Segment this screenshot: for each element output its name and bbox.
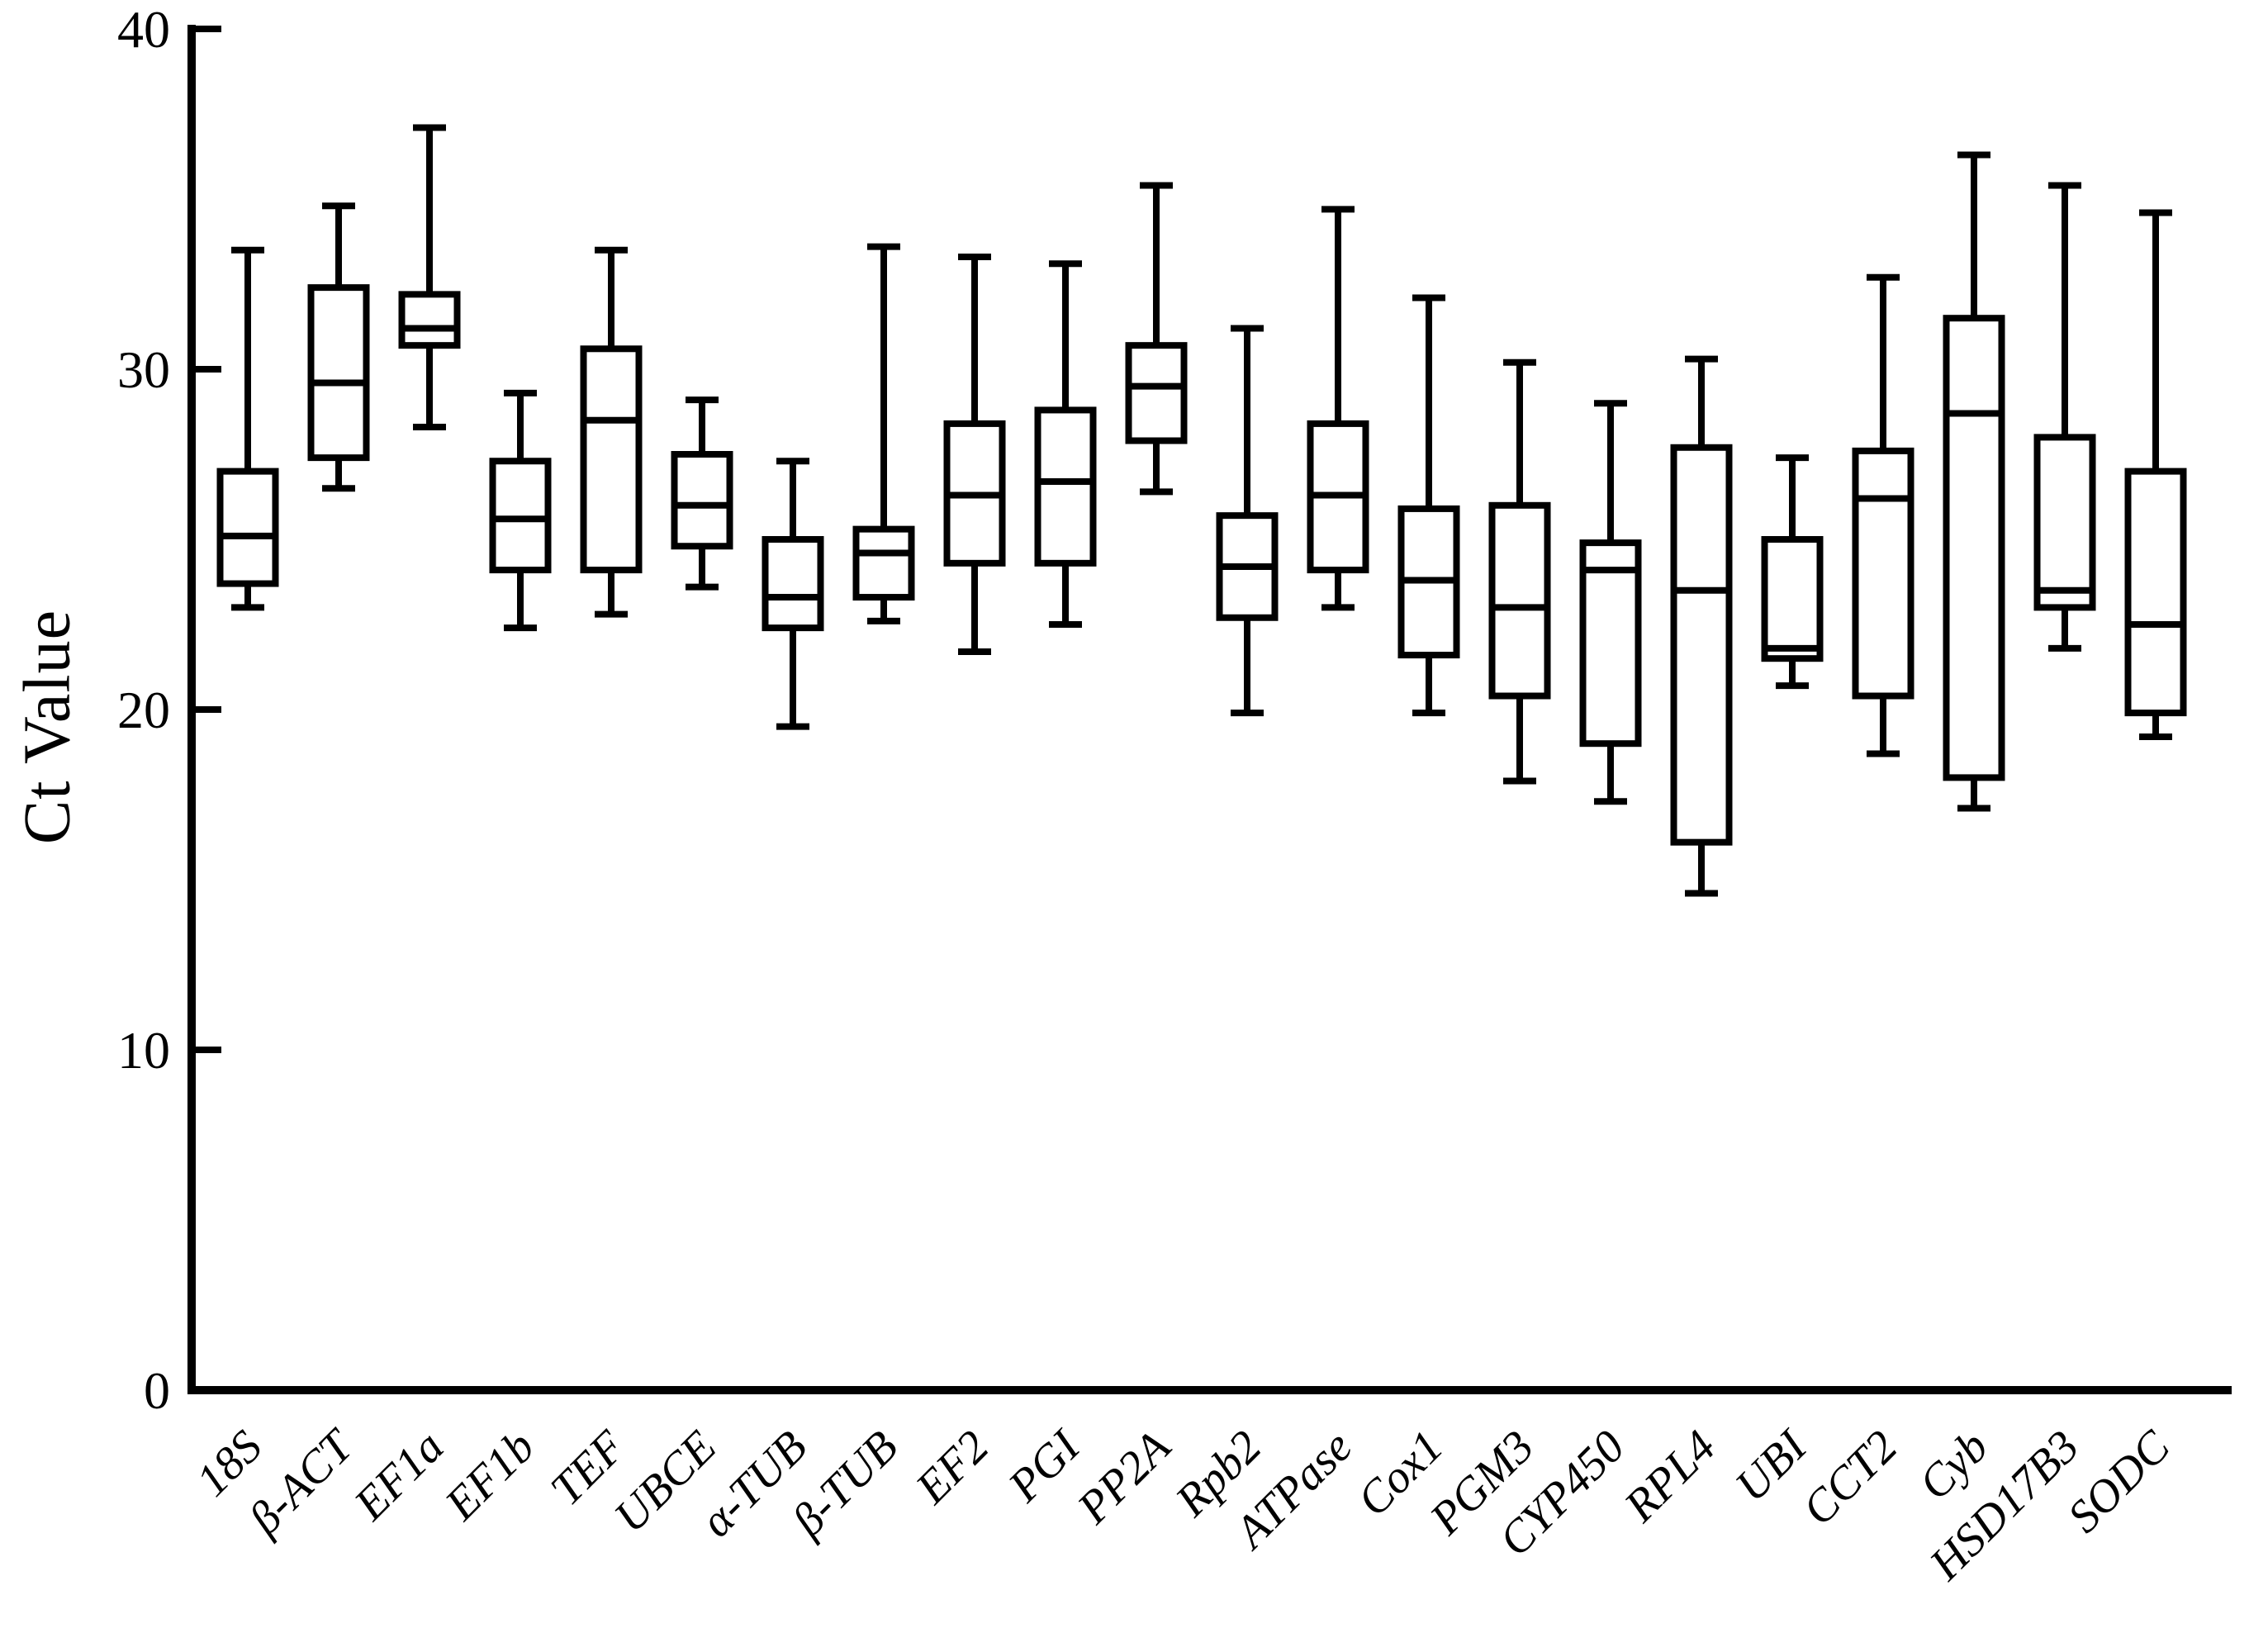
box-Cox1 [1397,294,1460,717]
iqr-box [1488,501,1551,700]
iqr-box [2033,434,2096,611]
category-label-EF1a: EF1a [344,1421,454,1531]
iqr-box [1852,447,1914,700]
box-SODC [2124,209,2187,740]
y-tick-label-40: 40 [117,0,170,59]
iqr-box [671,451,733,550]
iqr-box [2124,468,2187,717]
category-label-CCT2: CCT2 [1793,1421,1907,1535]
category-label-α-TUB: α-TUB [691,1421,818,1547]
box-PGI [1034,260,1097,628]
iqr-box [1670,444,1733,846]
iqr-box [489,458,552,574]
box-PP2A [1125,182,1188,496]
box-PGM3 [1488,358,1551,785]
box-EF1a [398,124,461,431]
iqr-box [307,284,370,462]
box-CCT2 [1852,273,1914,757]
box-α-TUB [762,458,824,730]
box-UBI [1761,454,1824,690]
iqr-box [762,536,824,632]
iqr-box [1034,406,1097,567]
box-HSD17B3 [2033,182,2096,652]
category-label-EF2: EF2 [905,1421,999,1514]
y-tick-label-0: 0 [144,1361,170,1420]
category-label-β-ACT: β-ACT [239,1419,365,1545]
box-ATPase [1307,206,1369,611]
box-β-TUB [852,243,915,624]
box-RPL4 [1670,355,1733,897]
category-label-β-TUB: β-TUB [782,1421,908,1546]
iqr-box [580,345,643,574]
box-UBCE [671,396,733,591]
iqr-box [216,468,279,587]
category-label-PP2A: PP2A [1067,1421,1180,1534]
y-tick-label-20: 20 [117,681,170,739]
box-18S [216,246,279,611]
box-Cyb [1943,151,2005,812]
box-Rpb2 [1216,325,1279,717]
iqr-box [1125,342,1188,444]
category-label-EF1b: EF1b [435,1421,545,1531]
y-tick-label-10: 10 [117,1021,170,1080]
box-TEF [580,246,643,618]
box-CYP450 [1579,400,1642,805]
box-β-ACT [307,202,370,492]
iqr-box [1761,536,1824,662]
iqr-box [1579,539,1642,748]
category-label-SODC: SODC [2058,1421,2180,1543]
box-EF1b [489,389,552,632]
iqr-box [1943,315,2005,781]
y-tick-label-30: 30 [117,340,170,399]
box-EF2 [943,254,1006,655]
iqr-box [398,291,461,349]
iqr-box [852,525,915,601]
y-axis-title: Ct Value [11,609,84,845]
category-label-RPL4: RPL4 [1614,1421,1725,1532]
